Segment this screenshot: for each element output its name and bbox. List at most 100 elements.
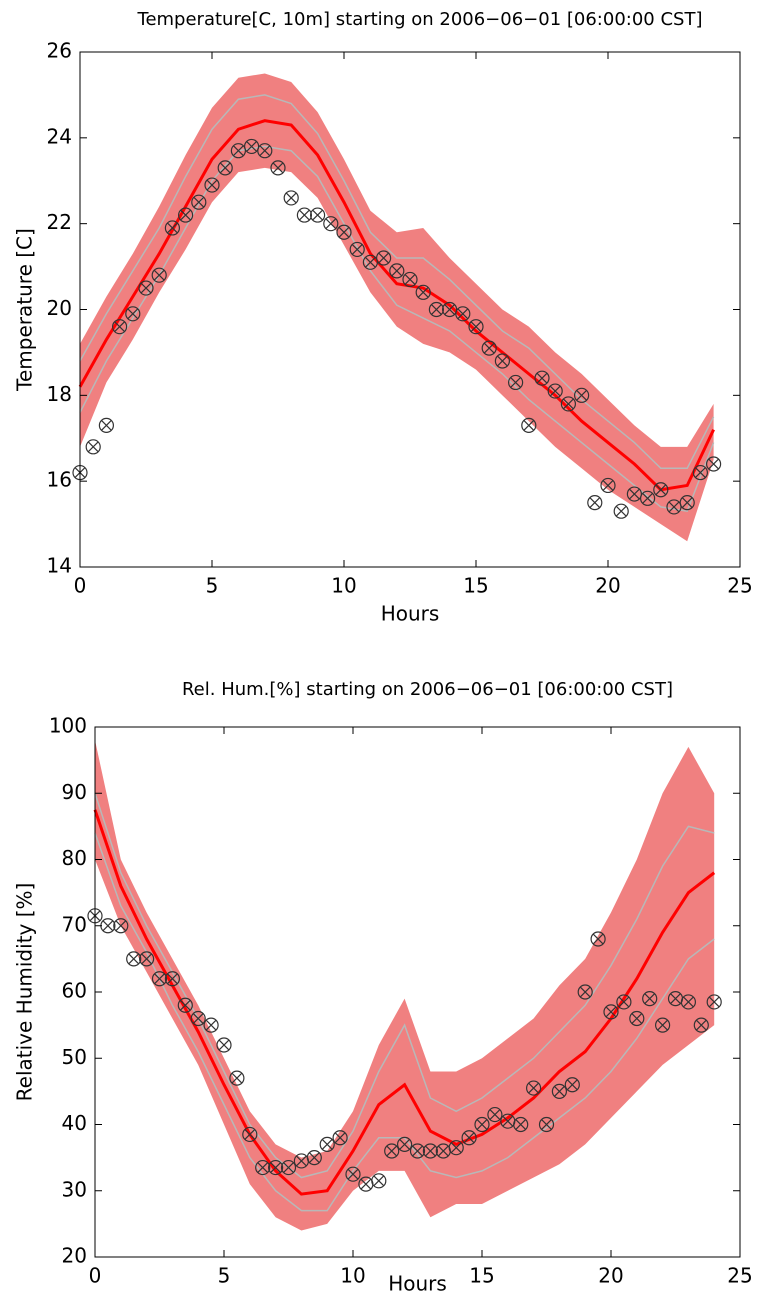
observation-cross [644, 993, 656, 1004]
observation-circle [371, 1173, 387, 1189]
observation-circle [428, 301, 444, 318]
observation [415, 284, 431, 300]
observation [384, 1143, 400, 1159]
observation-cross [347, 1168, 359, 1180]
x-tick-label: 20 [595, 574, 620, 598]
observation-circle [268, 1159, 284, 1176]
observation [371, 1173, 387, 1189]
observation [422, 1143, 438, 1159]
observation-circle [177, 997, 193, 1013]
observation-circle [389, 263, 405, 279]
observation [474, 1116, 490, 1133]
observation-cross [576, 390, 587, 401]
observation-circle [384, 1143, 400, 1159]
y-tick-label: 70 [62, 912, 87, 936]
observation [468, 319, 484, 335]
y-tick-label: 24 [47, 124, 72, 148]
observation-cross [257, 1162, 269, 1173]
observation-circle [125, 306, 141, 322]
observation-cross [631, 1013, 643, 1024]
y-tick-label: 90 [62, 780, 87, 804]
observation [255, 1159, 271, 1176]
observation-circle [229, 1070, 245, 1086]
observation [513, 1116, 529, 1133]
observation [487, 1106, 503, 1123]
observation-cross [338, 226, 350, 238]
observation-circle [306, 1150, 322, 1166]
observation [481, 340, 497, 356]
observation-circle [270, 160, 286, 176]
observation [98, 417, 115, 433]
observation [613, 503, 629, 519]
observation-cross [312, 209, 323, 221]
observation-cross [218, 1039, 230, 1051]
y-tick-label: 16 [47, 468, 72, 492]
chart-title: Rel. Hum.[%] starting on 2006−06−01 [06:… [182, 679, 673, 700]
observation-cross [579, 986, 591, 998]
observation [590, 931, 606, 947]
observation-circle [680, 994, 697, 1010]
observation-cross [683, 996, 694, 1008]
x-tick-label: 20 [598, 1264, 623, 1288]
observation [204, 177, 220, 193]
ensemble-member [79, 145, 715, 513]
observation-cross [101, 420, 112, 431]
observation-circle [376, 250, 392, 266]
observation-cross [605, 1006, 617, 1018]
observation-cross [141, 953, 152, 965]
observation-cross [670, 993, 681, 1004]
observation [409, 1143, 426, 1159]
observation-cross [272, 162, 284, 174]
observation-cross [127, 308, 139, 320]
plot-area [72, 73, 722, 542]
observation-circle [468, 319, 484, 335]
observation-cross [566, 1079, 578, 1091]
observation-cross [489, 1109, 501, 1120]
observation-circle [494, 353, 510, 369]
observation-circle [693, 1017, 709, 1033]
observation [296, 207, 312, 223]
observation-circle [138, 280, 154, 296]
observation-cross [668, 501, 680, 513]
observation-circle [705, 456, 722, 472]
observation [551, 1083, 568, 1099]
observation [125, 306, 141, 322]
observation-circle [164, 971, 180, 987]
observation-circle [255, 1159, 271, 1176]
observation-cross [334, 1132, 346, 1144]
observation [126, 951, 142, 967]
observation-cross [457, 308, 469, 320]
observation-cross [233, 145, 244, 157]
observation-circle [577, 984, 593, 1000]
observation-cross [592, 933, 604, 945]
observation-circle [613, 503, 629, 519]
observation-circle [85, 439, 101, 455]
observation-cross [153, 269, 165, 281]
observation-cross [450, 1142, 462, 1154]
observation-cross [708, 458, 719, 470]
observation-circle [257, 143, 273, 159]
observation-circle [190, 1010, 206, 1027]
observation-circle [178, 207, 194, 223]
observation [191, 194, 207, 210]
observation-circle [402, 271, 418, 288]
observation [336, 224, 352, 240]
x-tick-label: 15 [463, 574, 488, 598]
observation [283, 190, 299, 206]
observation-circle [461, 1130, 477, 1146]
observation-circle [191, 194, 207, 210]
observation-circle [564, 1077, 580, 1093]
observation [692, 464, 709, 481]
observation [600, 477, 616, 494]
x-tick-label: 0 [89, 1264, 102, 1288]
observation-cross [167, 973, 178, 985]
observation-cross [87, 441, 99, 453]
observation-circle [126, 951, 142, 967]
observation-circle [679, 495, 695, 511]
observation-cross [618, 996, 630, 1008]
observation [693, 1017, 709, 1033]
observation [560, 396, 577, 412]
observation-circle [397, 1136, 413, 1152]
mean-line [78, 119, 715, 492]
